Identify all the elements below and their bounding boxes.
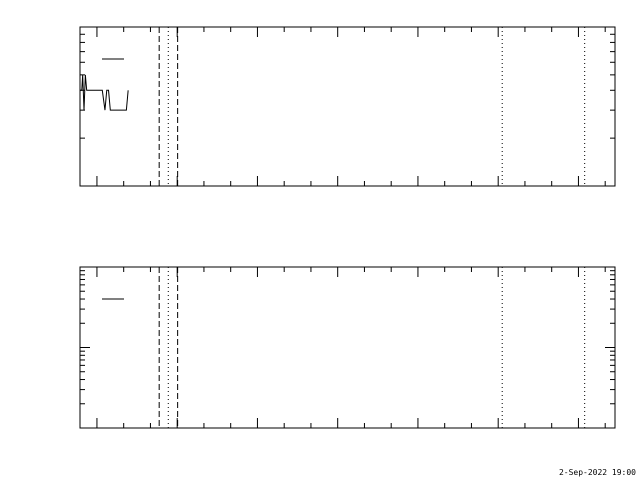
- series-line: [80, 74, 129, 111]
- plot-frame: [79, 26, 616, 187]
- hi-channel-panel: [79, 266, 616, 429]
- plot-frame: [79, 266, 616, 429]
- footer-timestamp: 2-Sep-2022 19:00: [559, 468, 636, 477]
- lo-channel-panel: [79, 26, 616, 187]
